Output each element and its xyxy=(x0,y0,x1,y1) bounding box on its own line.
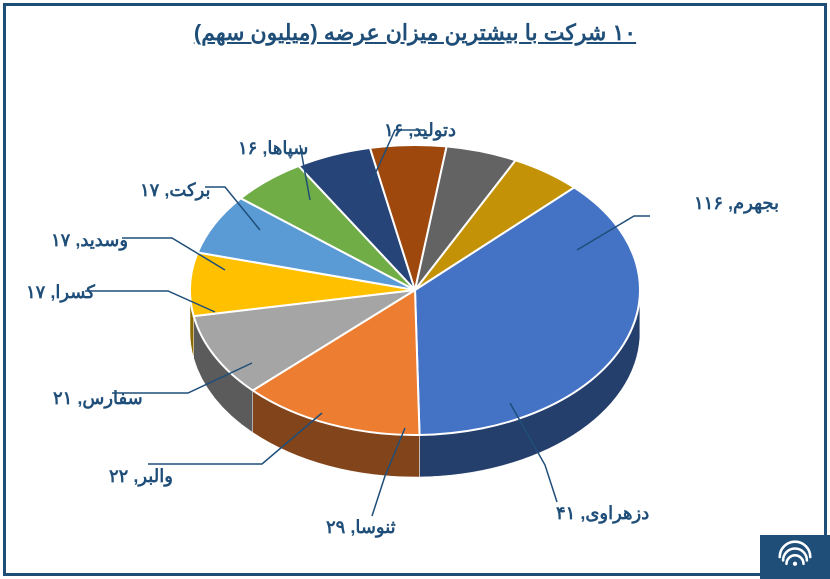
slice-label: سپاها, ۱۶ xyxy=(234,136,312,161)
slice-label: برکت, ۱۷ xyxy=(136,178,215,203)
slice-label: بجهرم, ۱۱۶ xyxy=(690,191,783,216)
slice-label: ثنوسا, ۲۹ xyxy=(322,515,400,540)
slice-label: وسدید, ۱۷ xyxy=(47,228,132,253)
slice-label: دتولید, ۱۶ xyxy=(380,118,460,143)
slice-label: سفارس, ۲۱ xyxy=(49,386,147,411)
pie-chart: بجهرم, ۱۱۶ دزهراوی, ۴۱ ثنوسا, ۲۹ والبر, ۲۲ س… xyxy=(0,60,830,540)
brand-logo xyxy=(760,535,830,579)
slice-label: دزهراوی, ۴۱ xyxy=(552,501,653,526)
slice-label: کسرا, ۱۷ xyxy=(22,280,99,305)
brand-logo-icon xyxy=(774,540,816,574)
chart-title: ۱۰ شرکت با بیشترین میزان عرضه (میلیون سه… xyxy=(0,20,830,46)
slice-label: والبر, ۲۲ xyxy=(105,464,177,489)
